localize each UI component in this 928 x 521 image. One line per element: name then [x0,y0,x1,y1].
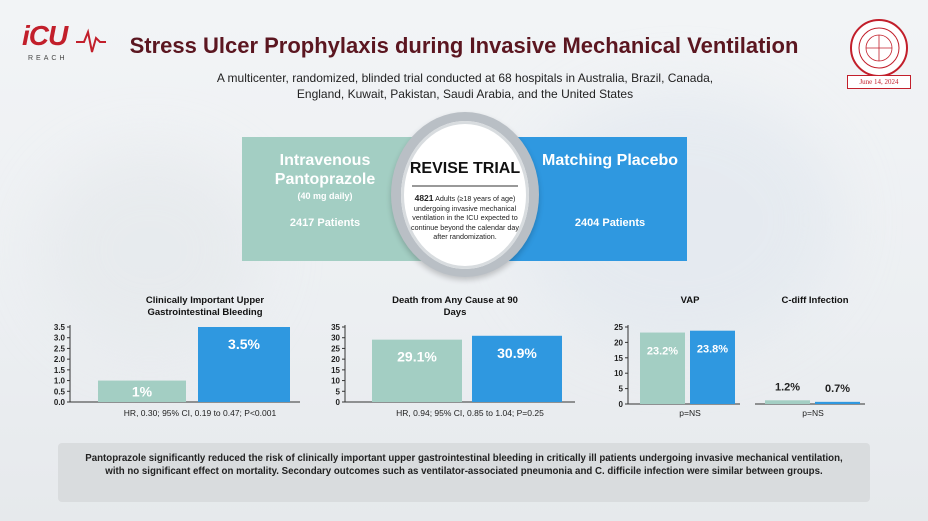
chart-title-vap: VAP [680,295,700,306]
charts-canvas: 0.00.51.01.52.02.53.03.51%3.5%0510152025… [54,323,865,409]
pantoprazole-arm-title: Intravenous Pantoprazole [274,152,376,188]
page-title: Stress Ulcer Prophylaxis during Invasive… [129,33,799,58]
y-tick-label: 20 [331,355,340,364]
background-shape [40,150,260,350]
y-tick-label: 25 [331,344,340,353]
pantoprazole-dose: (40 mg daily) [297,191,353,201]
data-label: 29.1% [397,349,437,365]
footnote-vap: p=NS [679,408,701,418]
publication-date: June 14, 2024 [847,75,911,89]
trial-population: 4821 Adults (≥18 years of age) undergoin… [410,193,520,242]
y-tick-label: 3.0 [54,334,66,343]
footnote-cdiff: p=NS [802,408,824,418]
bar-placebo [815,401,860,404]
bar-placebo [472,335,562,402]
y-tick-label: 5 [619,385,624,394]
y-tick-label: 35 [331,323,340,332]
y-tick-label: 2.0 [54,355,66,364]
y-tick-label: 1.0 [54,377,66,386]
trial-name: REVISE TRIAL [409,160,521,177]
divider [412,185,518,187]
y-tick-label: 0 [336,398,341,407]
bar-pantoprazole [98,380,186,402]
data-label: 0.7% [825,383,850,395]
y-tick-label: 10 [614,369,623,378]
placebo-arm-title: Matching Placebo [541,152,679,169]
logo-main-text: iCU [22,20,68,51]
y-tick-label: 0.0 [54,398,66,407]
bar-pantoprazole [765,400,810,404]
trial-center-card [401,121,529,269]
icu-reach-logo [76,28,106,53]
bar-pantoprazole [372,339,462,402]
y-tick-label: 10 [331,377,340,386]
y-tick-label: 25 [614,323,623,332]
data-label: 23.2% [647,346,678,358]
summary-box: Pantoprazole significantly reduced the r… [58,443,870,502]
bar-placebo [690,330,735,404]
y-tick-label: 0 [619,400,624,409]
chart-title-gi-bleeding: Clinically Important Upper Gastrointesti… [145,295,265,318]
data-label: 1.2% [775,381,800,393]
y-tick-label: 30 [331,334,340,343]
pantoprazole-patients: 2417 Patients [289,217,361,229]
y-tick-label: 1.5 [54,366,66,375]
data-label: 23.8% [697,344,728,356]
y-tick-label: 15 [614,354,623,363]
page-subtitle: A multicenter, randomized, blinded trial… [216,71,714,101]
trial-population-text: Adults (≥18 years of age) undergoing inv… [411,194,519,241]
bar-pantoprazole [640,332,685,404]
data-label: 3.5% [228,336,260,352]
chart-title-death: Death from Any Cause at 90 Days [392,295,518,318]
logo-sub-text: REACH [28,55,68,62]
footnote-gi-bleeding: HR, 0.30; 95% CI, 0.19 to 0.47; P<0.001 [123,408,277,418]
y-tick-label: 3.5 [54,323,66,332]
data-label: 30.9% [497,345,537,361]
y-tick-label: 5 [336,387,341,396]
trial-count: 4821 [414,193,434,203]
y-tick-label: 2.5 [54,344,66,353]
y-tick-label: 15 [331,366,340,375]
footnote-death: HR, 0.94; 95% CI, 0.85 to 1.04; P=0.25 [396,408,544,418]
chart-title-cdiff: C-diff Infection [781,295,849,306]
placebo-patients: 2404 Patients [574,217,646,229]
y-tick-label: 20 [614,338,623,347]
y-tick-label: 0.5 [54,387,66,396]
bar-placebo [198,327,290,402]
journal-seal-icon [850,19,908,77]
data-label: 1% [132,383,153,399]
